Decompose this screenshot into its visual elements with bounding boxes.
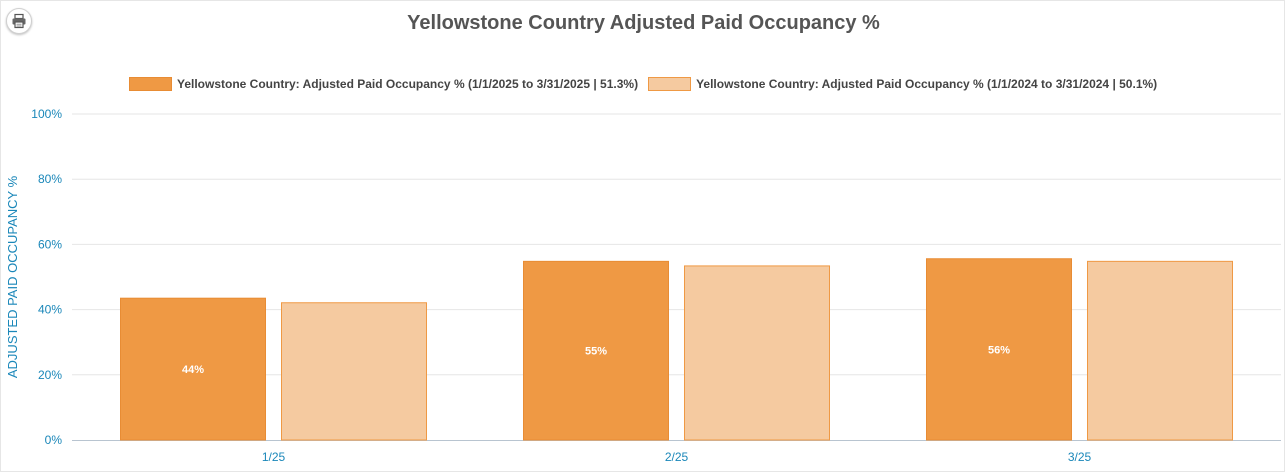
- legend-label-2025: Yellowstone Country: Adjusted Paid Occup…: [177, 77, 639, 91]
- legend-swatch-2025: [129, 77, 172, 91]
- legend-item-2024[interactable]: Yellowstone Country: Adjusted Paid Occup…: [648, 77, 1157, 91]
- y-tick-label: 20%: [38, 368, 62, 382]
- bar-2025: [120, 297, 266, 441]
- print-button[interactable]: [6, 8, 32, 34]
- bar-2025: [523, 260, 669, 441]
- bar-2024: [1087, 260, 1233, 441]
- legend-item-2025[interactable]: Yellowstone Country: Adjusted Paid Occup…: [129, 77, 638, 91]
- y-axis-title: ADJUSTED PAID OCCUPANCY %: [5, 175, 20, 378]
- y-tick-label: 40%: [38, 303, 62, 317]
- y-tick-label: 0%: [45, 433, 63, 447]
- bar-2025: [926, 258, 1072, 441]
- bar-2024: [684, 265, 830, 441]
- bar-2024: [281, 302, 427, 441]
- x-tick-label: 1/25: [262, 450, 286, 464]
- y-tick-label: 100%: [31, 107, 62, 121]
- y-tick-label: 80%: [38, 172, 62, 186]
- legend-swatch-2024: [648, 77, 692, 91]
- y-tick-label: 60%: [38, 237, 62, 251]
- chart-title: Yellowstone Country Adjusted Paid Occupa…: [407, 12, 880, 34]
- bar-data-label: 55%: [585, 346, 607, 358]
- x-tick-label: 3/25: [1068, 450, 1092, 464]
- x-tick-label: 2/25: [665, 450, 689, 464]
- bar-data-label: 44%: [182, 364, 204, 376]
- printer-icon: [12, 13, 26, 29]
- bar-data-label: 56%: [988, 344, 1010, 356]
- chart-legend: Yellowstone Country: Adjusted Paid Occup…: [129, 76, 1167, 92]
- legend-label-2024: Yellowstone Country: Adjusted Paid Occup…: [696, 77, 1158, 91]
